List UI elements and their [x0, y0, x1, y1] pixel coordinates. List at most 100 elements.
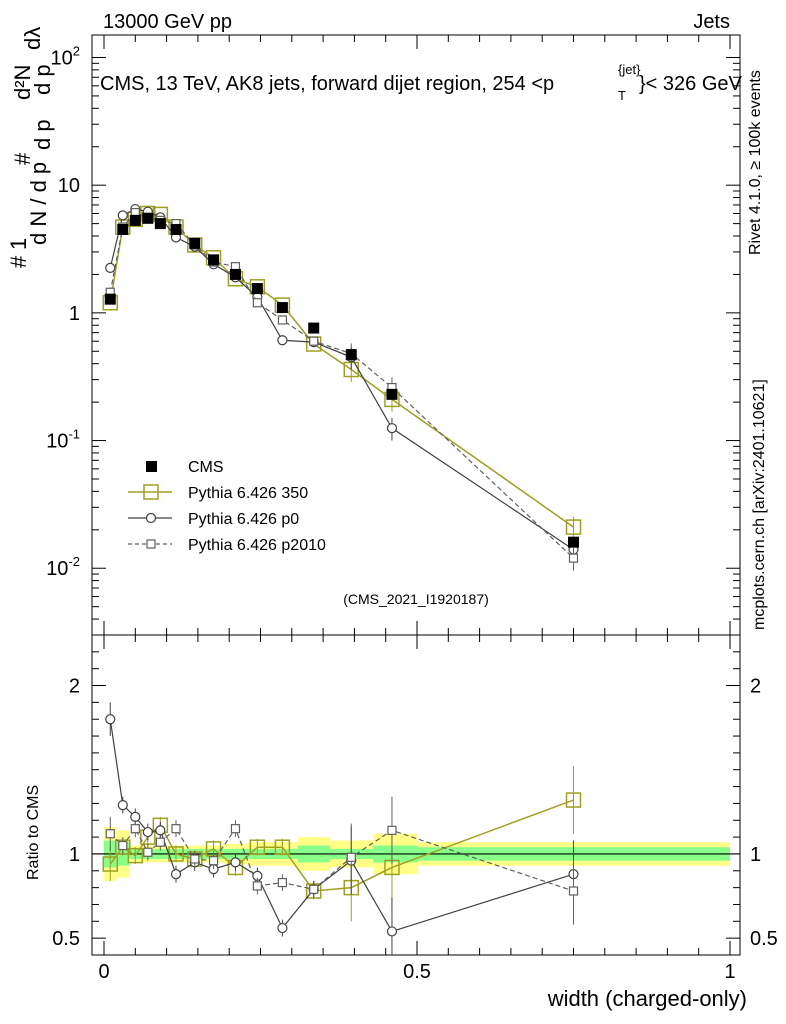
- ratio-y-tick-label: 2: [69, 676, 80, 698]
- point-pythia-6-426-p0: [117, 210, 128, 221]
- svg-text:d N / d p: d N / d p: [26, 162, 51, 245]
- svg-text:1: 1: [6, 238, 31, 250]
- point-cms: [251, 283, 263, 295]
- svg-text:#: #: [6, 255, 31, 268]
- header-left: 13000 GeV pp: [103, 11, 232, 33]
- svg-text:T: T: [618, 88, 626, 103]
- legend-350: Pythia 6.426 350: [188, 485, 308, 502]
- x-tick-label: 0.5: [403, 961, 431, 983]
- legend-p2010: Pythia 6.426 p2010: [188, 537, 326, 554]
- ratio-y-tick-label: 1: [69, 844, 80, 866]
- svg-text:#: #: [10, 152, 35, 165]
- point-pythia-6-426-p2010: [309, 336, 319, 346]
- ratio-point-pythia-6-426-p2010: [171, 824, 181, 834]
- svg-text:d p: d p: [30, 64, 55, 95]
- svg-text:d²N: d²N: [10, 65, 35, 100]
- point-cms: [386, 388, 398, 400]
- point-cms: [276, 302, 288, 314]
- ratio-point-pythia-6-426-p0: [170, 869, 182, 880]
- point-cms: [142, 212, 154, 224]
- ratio-y-tick-label: 0.5: [52, 928, 80, 950]
- svg-text:dλ: dλ: [20, 27, 45, 50]
- legend-cms: CMS: [188, 459, 224, 476]
- point-cms: [308, 322, 320, 334]
- point-pythia-6-426-350: [565, 519, 582, 535]
- ratio-y-tick-label-right: 0.5: [750, 928, 778, 950]
- point-cms: [154, 218, 166, 230]
- ratio-point-pythia-6-426-p2010: [309, 884, 319, 894]
- x-tick-label: 0: [98, 961, 109, 983]
- point-cms: [208, 254, 220, 266]
- ratio-point-pythia-6-426-p0: [117, 800, 128, 811]
- ratio-y-tick-label-right: 1: [750, 844, 761, 866]
- svg-text:d p: d p: [30, 119, 55, 150]
- ratio-point-pythia-6-426-350: [102, 856, 119, 872]
- ratio-point-pythia-6-426-p2010: [208, 856, 219, 866]
- legend-marker-p0: [145, 512, 157, 524]
- ratio-point-pythia-6-426-p2010: [387, 825, 397, 835]
- point-pythia-6-426-p2010: [568, 553, 579, 563]
- ratio-point-pythia-6-426-p2010: [130, 824, 140, 834]
- ratio-y-tick-label-right: 2: [750, 676, 761, 698]
- point-pythia-6-426-p0: [386, 423, 398, 434]
- point-pythia-6-426-p0: [277, 335, 288, 346]
- legend-marker-cms: [146, 461, 157, 472]
- point-pythia-6-426-p0: [105, 262, 116, 273]
- y-tick-label: 102: [51, 43, 80, 69]
- y-axis-label-main: # 1 d N / d p # d p d²N d p dλ: [6, 27, 55, 268]
- x-tick-label: 1: [724, 961, 735, 983]
- analysis-id: (CMS_2021_I1920187): [343, 591, 489, 607]
- point-pythia-6-426-p2010: [277, 315, 288, 325]
- ratio-point-pythia-6-426-p2010: [568, 886, 579, 896]
- mcplots-label: mcplots.cern.ch [arXiv:2401.10621]: [751, 379, 768, 630]
- legend-marker-350: [143, 484, 159, 500]
- ratio-point-pythia-6-426-p2010: [155, 837, 165, 847]
- ratio-point-pythia-6-426-p2010: [118, 840, 128, 851]
- series-line-pythia-6-426-350: [109, 212, 574, 528]
- y-tick-label: 10-2: [46, 554, 80, 580]
- point-cms: [170, 223, 182, 235]
- svg-text:CMS, 13 TeV, AK8 jets, forward: CMS, 13 TeV, AK8 jets, forward dijet reg…: [100, 73, 554, 95]
- ratio-point-pythia-6-426-p0: [105, 714, 116, 725]
- svg-text:{jet}: {jet}: [618, 62, 641, 77]
- legend: CMS Pythia 6.426 350 Pythia 6.426 p0 Pyt…: [128, 459, 326, 554]
- ratio-point-pythia-6-426-p2010: [230, 824, 241, 834]
- ratio-point-pythia-6-426-350: [249, 839, 266, 855]
- x-axis-label: width (charged-only): [547, 986, 747, 1011]
- ratio-point-pythia-6-426-p2010: [277, 877, 288, 888]
- point-cms: [229, 268, 241, 280]
- ratio-point-pythia-6-426-p2010: [346, 852, 356, 862]
- legend-marker-p2010: [146, 539, 156, 549]
- rivet-label: Rivet 4.1.0, ≥ 100k events: [747, 70, 764, 255]
- ratio-point-pythia-6-426-p0: [386, 926, 398, 937]
- ratio-frame: [91, 634, 741, 956]
- series-line-pythia-6-426-p2010: [109, 211, 574, 559]
- y-tick-label: 10: [58, 175, 80, 197]
- svg-text:}< 326 GeV: }< 326 GeV: [639, 73, 743, 95]
- header-right: Jets: [693, 11, 730, 33]
- chart-title: CMS, 13 TeV, AK8 jets, forward dijet reg…: [100, 62, 743, 103]
- ratio-point-pythia-6-426-350: [274, 839, 291, 855]
- ratio-point-pythia-6-426-p0: [130, 811, 141, 822]
- y-tick-label: 1: [69, 303, 80, 325]
- legend-p0: Pythia 6.426 p0: [188, 511, 299, 528]
- ratio-point-pythia-6-426-p2010: [105, 829, 115, 839]
- ratio-point-pythia-6-426-p0: [155, 825, 166, 836]
- y-tick-label: 10-1: [46, 427, 80, 453]
- series-line-pythia-6-426-p0: [109, 208, 574, 551]
- point-pythia-6-426-p2010: [252, 298, 262, 308]
- point-cms: [104, 293, 116, 305]
- y-axis-label-ratio: Ratio to CMS: [25, 785, 42, 880]
- point-cms: [345, 349, 357, 361]
- point-cms: [189, 237, 201, 249]
- ratio-point-pythia-6-426-p0: [277, 922, 288, 934]
- ratio-point-pythia-6-426-350: [565, 792, 582, 808]
- point-cms: [117, 223, 129, 235]
- ratio-point-pythia-6-426-p2010: [190, 854, 200, 864]
- ratio-point-pythia-6-426-p0: [142, 826, 153, 838]
- point-cms: [129, 214, 141, 226]
- ratio-point-pythia-6-426-p0: [230, 857, 241, 868]
- ratio-point-pythia-6-426-p2010: [252, 881, 262, 891]
- ratio-point-pythia-6-426-350: [127, 847, 144, 864]
